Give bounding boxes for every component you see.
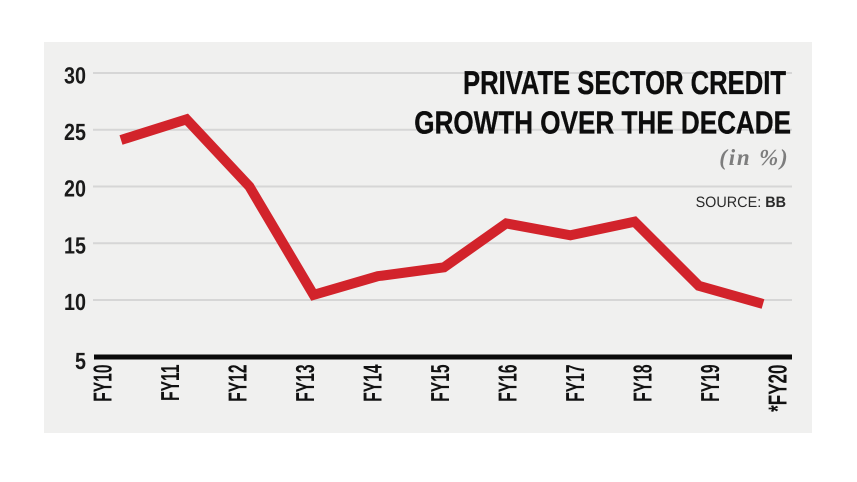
svg-text:20: 20	[64, 176, 86, 202]
svg-text:FY12: FY12	[223, 365, 253, 402]
svg-text:FY17: FY17	[560, 365, 590, 402]
svg-text:15: 15	[64, 232, 86, 258]
svg-text:FY15: FY15	[425, 365, 455, 402]
svg-text:FY18: FY18	[628, 365, 658, 402]
svg-text:5: 5	[75, 348, 86, 374]
svg-text:30: 30	[64, 63, 86, 89]
svg-text:FY13: FY13	[290, 365, 320, 402]
svg-text:PRIVATE SECTOR CREDIT: PRIVATE SECTOR CREDIT	[463, 64, 786, 101]
svg-text:*FY20: *FY20	[763, 365, 793, 412]
svg-text:10: 10	[64, 289, 86, 315]
svg-text:SOURCE: BB: SOURCE: BB	[696, 194, 787, 211]
svg-text:25: 25	[64, 119, 86, 145]
svg-text:FY14: FY14	[358, 364, 388, 402]
svg-text:FY19: FY19	[695, 365, 725, 402]
svg-text:GROWTH OVER THE DECADE: GROWTH OVER THE DECADE	[414, 105, 791, 141]
svg-text:FY11: FY11	[155, 365, 185, 401]
svg-text:(in %): (in %)	[719, 145, 789, 170]
svg-text:FY16: FY16	[493, 365, 523, 402]
svg-text:FY10: FY10	[88, 365, 118, 402]
